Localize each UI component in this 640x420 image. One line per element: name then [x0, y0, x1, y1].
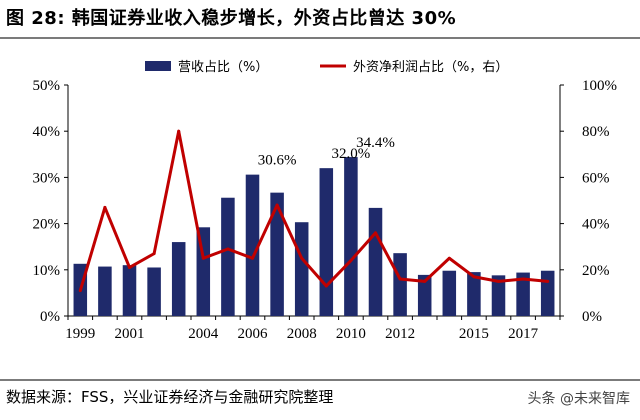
line-point — [152, 252, 156, 256]
line-point — [251, 256, 254, 260]
x-tick-label: 2006 — [238, 326, 269, 342]
bar-series — [73, 157, 555, 316]
line-point — [78, 289, 82, 293]
x-tick-label: 2004 — [188, 326, 219, 342]
x-tick-label: 2012 — [385, 326, 415, 342]
right-tick-label: 80% — [582, 124, 610, 140]
watermark: 头条 @未来智库 — [527, 391, 630, 407]
bar — [540, 270, 555, 316]
right-tick-label: 40% — [582, 217, 610, 233]
left-tick-label: 50% — [33, 78, 61, 94]
line-point — [103, 205, 107, 209]
bar — [221, 197, 235, 316]
left-tick-label: 30% — [33, 170, 61, 186]
x-tick-label: 2001 — [115, 326, 145, 342]
data-labels: 30.6% 32.0%34.4% — [258, 135, 395, 169]
line-point — [128, 265, 131, 269]
bar — [516, 272, 530, 316]
bar — [368, 207, 383, 316]
x-tick-label: 1999 — [65, 326, 95, 342]
bar — [417, 274, 432, 316]
line-path — [78, 129, 548, 292]
line-point — [226, 247, 230, 251]
left-tick-label: 20% — [33, 217, 61, 233]
right-tick-label: 100% — [582, 78, 617, 94]
data-label: 30.6% — [258, 153, 297, 169]
line-point — [497, 279, 500, 283]
x-tick-label: 2008 — [287, 326, 317, 342]
title-rule — [0, 37, 640, 39]
source-note: 数据来源：FSS，兴业证券经济与金融研究院整理 — [6, 388, 334, 406]
right-y-axis: 0% 20% 40% 60% 80% 100% — [559, 78, 617, 325]
line-point — [349, 259, 353, 263]
line-point — [447, 256, 451, 260]
bar — [245, 174, 260, 316]
bar — [442, 270, 457, 316]
bar — [270, 192, 284, 316]
bar — [294, 222, 309, 316]
figure-title: 图 28: 韩国证券业收入稳步增长，外资占比曾达 30% — [6, 8, 457, 29]
bar — [147, 267, 161, 316]
x-tick-label: 2017 — [508, 326, 539, 342]
x-tick-label: 2015 — [459, 326, 489, 342]
bar — [196, 227, 211, 316]
right-tick-label: 0% — [582, 309, 602, 325]
line-point — [201, 256, 205, 260]
line-point — [275, 203, 279, 207]
x-axis: 1999 2001 2004 2006 2008 2010 2012 2015 2017 — [65, 315, 561, 342]
data-label: 32.0% — [332, 146, 371, 162]
line-point — [546, 279, 550, 283]
legend-bar-label: 营收占比（%） — [178, 60, 268, 75]
line-point — [177, 129, 181, 133]
bar — [491, 275, 506, 316]
line-point — [374, 231, 377, 235]
right-tick-label: 20% — [582, 263, 610, 279]
left-tick-label: 40% — [33, 124, 61, 140]
line-point — [324, 284, 328, 288]
bar — [98, 266, 112, 316]
line-point — [398, 277, 402, 281]
bar — [171, 242, 186, 316]
bar — [393, 253, 407, 316]
bar — [319, 168, 334, 316]
left-y-axis: 0% 10% 20% 30% 40% 50% — [33, 78, 69, 325]
line-point — [300, 256, 304, 260]
line-point — [423, 279, 427, 283]
bar — [467, 272, 481, 316]
right-tick-label: 60% — [582, 170, 610, 186]
legend: 营收占比（%） 外资净利润占比（%，右） — [145, 60, 508, 75]
data-label: 34.4% — [356, 135, 395, 151]
source-rule — [0, 379, 640, 381]
bar — [344, 157, 358, 316]
left-tick-label: 10% — [33, 263, 61, 279]
legend-bar-swatch — [145, 61, 171, 71]
line-point — [521, 277, 525, 281]
left-tick-label: 0% — [40, 309, 60, 325]
combo-chart: 营收占比（%） 外资净利润占比（%，右） 0% 10% 20% 30% 40% 50% 0%… — [33, 60, 618, 342]
line-series — [78, 129, 550, 293]
legend-line-label: 外资净利润占比（%，右） — [353, 60, 508, 75]
bar — [122, 265, 137, 316]
x-tick-label: 2010 — [336, 326, 366, 342]
line-point — [472, 275, 476, 279]
